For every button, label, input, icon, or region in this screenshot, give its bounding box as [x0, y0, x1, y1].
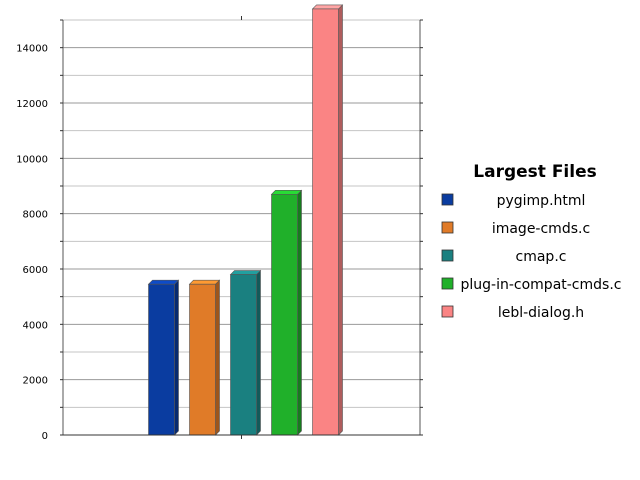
y-tick-label: 12000 [16, 99, 48, 110]
legend-label: image-cmds.c [492, 221, 590, 237]
legend-swatch [441, 193, 454, 206]
bar [271, 194, 298, 436]
y-tick-label: 8000 [23, 210, 48, 221]
legend-swatch [441, 221, 454, 234]
bar [230, 274, 257, 436]
bar-top [229, 270, 262, 275]
legend-swatch [441, 277, 454, 290]
bar-side [174, 279, 179, 436]
bar-top [311, 4, 344, 10]
legend-label: plug-in-compat-cmds.c [461, 277, 622, 293]
legend-title: Largest Files [473, 162, 596, 182]
legend-label: cmap.c [516, 249, 567, 265]
y-tick-label: 0 [42, 431, 48, 442]
bar-side [215, 279, 220, 436]
axes: 0 2000 4000 6000 8000 10000 12000 14000 [16, 16, 423, 442]
bar [189, 283, 216, 436]
bar-top [147, 279, 180, 285]
legend-label: lebl-dialog.h [498, 305, 584, 321]
legend-swatch [441, 305, 454, 318]
bar [312, 8, 339, 436]
bar-side [338, 4, 343, 436]
legend-swatch [441, 249, 454, 262]
y-tick-label: 10000 [16, 154, 48, 165]
y-tick-label: 6000 [23, 265, 48, 276]
bar-top [188, 279, 221, 285]
legend: Largest Files pygimp.html image-cmds.c cma… [441, 162, 622, 321]
y-tick-label: 4000 [23, 320, 48, 331]
bar-side [297, 189, 302, 436]
bars [147, 4, 344, 436]
bar [148, 283, 175, 436]
legend-label: pygimp.html [497, 193, 586, 209]
y-tick-label: 14000 [16, 44, 48, 55]
bar-side [256, 269, 261, 436]
y-tick-label: 2000 [23, 376, 48, 387]
bar-top [270, 190, 303, 195]
